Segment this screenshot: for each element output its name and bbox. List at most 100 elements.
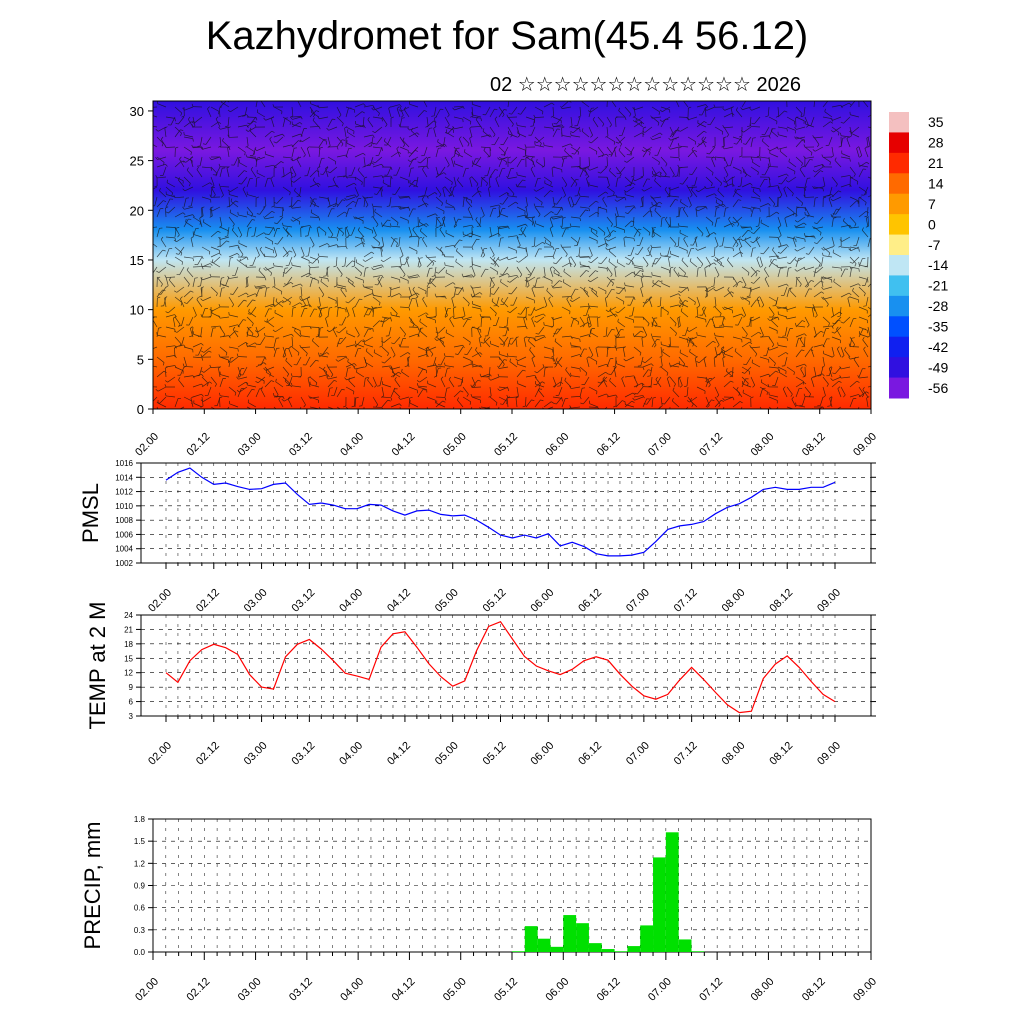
- wind-barb-flag: [272, 285, 276, 288]
- wind-barb: [618, 150, 626, 158]
- wind-barb-flag: [526, 276, 530, 279]
- wind-barb: [210, 188, 213, 198]
- wind-barb-flag: [459, 239, 463, 242]
- wind-barb: [444, 186, 451, 195]
- wind-barb: [574, 146, 581, 155]
- wind-barb: [270, 178, 275, 188]
- wind-barb-flag: [464, 149, 466, 153]
- wind-barb: [511, 106, 518, 115]
- wind-barb: [634, 273, 644, 278]
- wind-barb: [246, 293, 256, 298]
- wind-barb-flag: [588, 141, 592, 144]
- wind-barb: [858, 368, 863, 378]
- wind-barb: [336, 355, 346, 358]
- wind-barb: [692, 236, 698, 246]
- wind-barb-flag: [399, 403, 402, 407]
- wind-barb-flag: [208, 350, 212, 353]
- wind-barb-flag: [191, 144, 194, 148]
- wind-barb: [462, 336, 471, 343]
- wind-barb-flag: [469, 401, 472, 405]
- wind-barb-flag: [551, 317, 554, 320]
- wind-barb: [515, 398, 518, 408]
- wind-barb-flag: [273, 141, 277, 144]
- wind-barb-flag: [716, 274, 720, 278]
- wind-barb: [252, 256, 257, 266]
- wind-barb-flag: [786, 128, 788, 132]
- wind-barb: [831, 208, 837, 218]
- wind-barb: [153, 226, 158, 228]
- wind-barb-flag: [803, 232, 806, 237]
- wind-barb-flag: [263, 267, 266, 271]
- wind-barb-flag: [266, 233, 270, 235]
- wind-barb-flag: [564, 377, 567, 381]
- wind-barb-flag: [770, 128, 773, 132]
- wind-barb: [767, 106, 770, 116]
- wind-barb-flag: [737, 185, 741, 187]
- wind-barb-flag: [224, 235, 228, 237]
- wind-barb: [409, 182, 419, 188]
- wind-barb: [777, 283, 787, 288]
- wind-barb: [624, 146, 633, 154]
- wind-barb-flag: [743, 284, 747, 288]
- wind-barb-flag: [617, 177, 621, 179]
- wind-barb-flag: [324, 232, 327, 236]
- wind-barb: [740, 176, 743, 186]
- wind-barb: [454, 163, 464, 168]
- wind-barb-flag: [832, 372, 836, 375]
- wind-barb-flag: [623, 190, 627, 193]
- wind-barb-flag: [822, 252, 824, 256]
- wind-barb-flag: [569, 405, 572, 409]
- wind-barb-flag: [297, 352, 300, 356]
- wind-barb-flag: [161, 143, 164, 147]
- wind-barb-flag: [497, 226, 500, 229]
- wind-barb: [777, 366, 787, 372]
- wind-barb-flag: [252, 299, 256, 302]
- wind-barb-flag: [665, 216, 668, 220]
- wind-barb: [607, 246, 617, 251]
- wind-barb-flag: [747, 99, 750, 100]
- wind-barb: [318, 296, 321, 306]
- wind-barb: [786, 206, 795, 213]
- wind-barb: [472, 303, 482, 308]
- wind-barb-flag: [525, 223, 528, 227]
- wind-barb: [354, 326, 360, 336]
- wind-barb: [376, 186, 383, 195]
- wind-barb: [669, 199, 676, 208]
- wind-barb: [273, 338, 277, 348]
- heatmap-xtick-label: 03.00: [236, 431, 264, 459]
- wind-barb: [309, 182, 319, 188]
- wind-barb: [813, 344, 823, 348]
- wind-barb-flag: [520, 227, 523, 230]
- wind-barb-flag: [695, 248, 698, 251]
- wind-barb-flag: [354, 177, 357, 181]
- wind-barb-flag: [187, 116, 191, 120]
- wind-barb: [275, 326, 284, 333]
- wind-barb-flag: [770, 414, 773, 415]
- wind-barb-flag: [658, 280, 662, 283]
- wind-barb: [651, 339, 658, 348]
- wind-barb: [444, 368, 448, 378]
- wind-barb-flag: [171, 192, 174, 196]
- wind-barb: [399, 196, 410, 198]
- wind-barb: [391, 225, 401, 228]
- wind-barb: [499, 386, 509, 392]
- wind-barb: [157, 386, 167, 392]
- wind-barb: [705, 256, 711, 265]
- wind-barb: [577, 116, 581, 126]
- wind-barb: [273, 406, 277, 409]
- wind-barb-flag: [201, 256, 204, 260]
- wind-barb-flag: [748, 301, 750, 305]
- wind-barb-flag: [858, 268, 860, 272]
- wind-barb: [823, 296, 833, 300]
- wind-barb: [207, 108, 212, 118]
- wind-barb-flag: [192, 258, 194, 262]
- wind-barb: [220, 236, 230, 240]
- wind-barb: [453, 307, 455, 318]
- wind-barb: [153, 266, 158, 274]
- wind-barb: [290, 168, 293, 178]
- wind-barb: [222, 140, 230, 148]
- wind-barb: [750, 208, 754, 218]
- wind-barb: [784, 326, 788, 336]
- wind-barb: [153, 125, 158, 128]
- wind-barb-flag: [372, 161, 376, 164]
